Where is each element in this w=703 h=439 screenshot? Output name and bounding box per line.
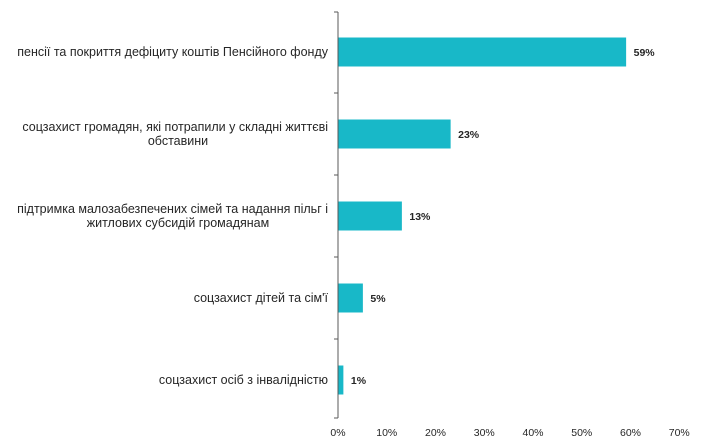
category-label-1-line-0: соцзахист громадян, які потрапили у скла… (22, 120, 328, 134)
category-label-3: соцзахист дітей та сім'ї (194, 291, 329, 305)
category-label-1-line-1: обставини (148, 134, 208, 148)
x-tick-label-3: 30% (474, 427, 495, 439)
value-label-1: 23% (458, 129, 480, 141)
x-tick-label-7: 70% (669, 427, 690, 439)
bar-3 (338, 283, 363, 313)
bar-1 (338, 119, 451, 149)
category-label-0: пенсії та покриття дефіциту коштів Пенсі… (17, 45, 329, 59)
x-tick-label-2: 20% (425, 427, 446, 439)
category-label-2-line-1: житлових субсидій громадянам (87, 216, 269, 230)
value-label-4: 1% (351, 375, 367, 387)
value-label-3: 5% (370, 293, 386, 305)
bar-0 (338, 37, 627, 67)
x-tick-label-0: 0% (330, 427, 345, 439)
x-tick-label-5: 50% (571, 427, 592, 439)
value-label-0: 59% (634, 47, 656, 59)
value-label-2: 13% (409, 211, 431, 223)
category-label-4: соцзахист осіб з інвалідністю (159, 373, 328, 387)
category-label-2-line-0: підтримка малозабезпечених сімей та нада… (17, 202, 328, 216)
bar-4 (338, 365, 344, 395)
x-tick-label-6: 60% (620, 427, 641, 439)
x-tick-label-4: 40% (522, 427, 543, 439)
x-tick-label-1: 10% (376, 427, 397, 439)
bar-2 (338, 201, 402, 231)
